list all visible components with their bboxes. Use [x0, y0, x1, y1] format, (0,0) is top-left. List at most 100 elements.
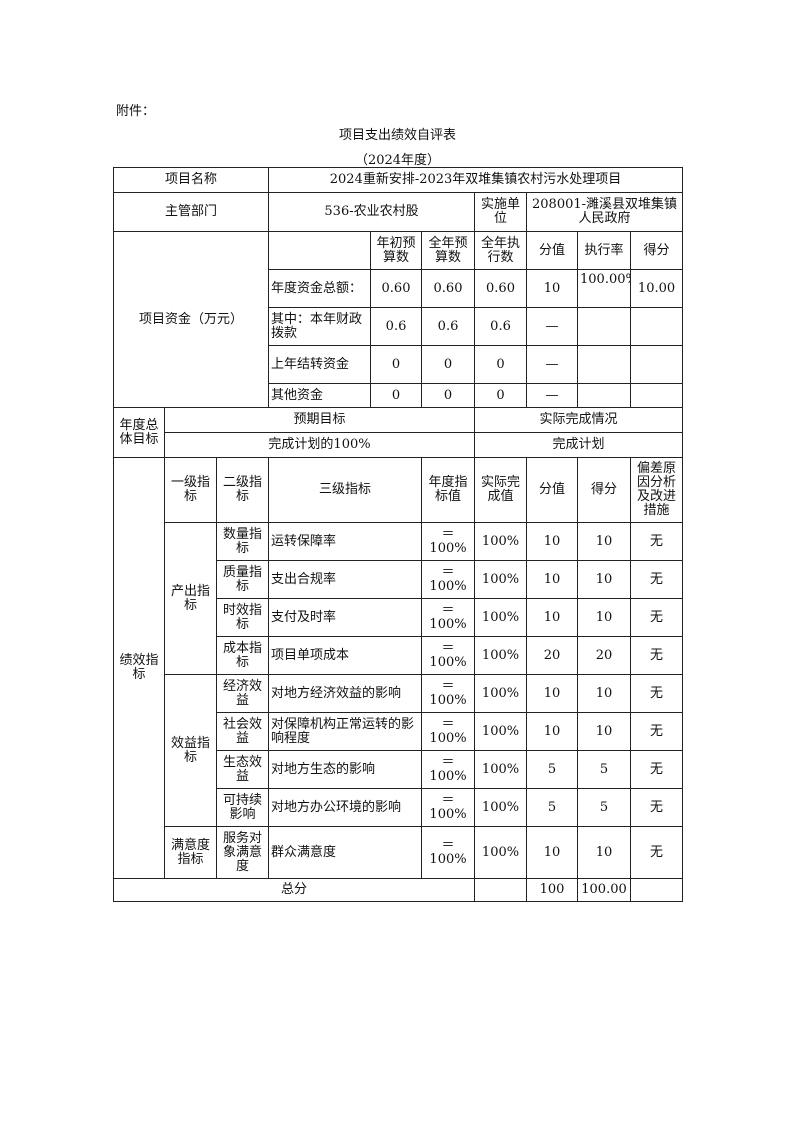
perf-got: 10	[577, 598, 632, 637]
funds-value	[577, 307, 632, 346]
funds-value	[577, 383, 632, 408]
perf-note: 无	[630, 598, 684, 637]
perf-actual: 100%	[474, 522, 528, 561]
perf-label: 绩效指标	[113, 457, 165, 879]
perf-level2: 生态效益	[215, 750, 270, 789]
funds-value	[577, 345, 632, 384]
perf-header: 年度指标值	[421, 457, 476, 523]
perf-level2: 社会效益	[215, 712, 270, 751]
perf-got: 10	[577, 712, 632, 751]
table-row: 产出指标 数量指标 运转保障率 ＝100% 100% 10 10 无	[114, 522, 684, 675]
funds-value: 0	[370, 345, 423, 384]
perf-header: 分值	[526, 457, 579, 523]
evaluation-table: 项目名称 2024重新安排-2023年双堆集镇农村污水处理项目 主管部门 536-农业…	[112, 167, 684, 902]
funds-row-label: 其中：本年财政拨款	[268, 307, 372, 346]
perf-level3: 支出合规率	[268, 560, 423, 599]
funds-row-label: 年度资金总额：	[268, 269, 372, 308]
goal-label: 年度总体目标	[113, 407, 165, 458]
funds-value: 0.6	[474, 307, 528, 346]
table-row: 质量指标 支出合规率 ＝100% 100% 10 10 无	[114, 560, 684, 599]
perf-level3: 运转保障率	[268, 522, 423, 561]
perf-score: 20	[526, 636, 579, 675]
perf-level3: 支付及时率	[268, 598, 423, 637]
perf-note: 无	[630, 788, 684, 827]
perf-level3: 对地方办公环境的影响	[268, 788, 423, 827]
funds-value: —	[526, 307, 579, 346]
funds-value: 0	[421, 345, 476, 384]
empty-cell	[474, 878, 528, 902]
table-row: 时效指标 支付及时率 ＝100% 100% 10 10 无	[114, 598, 684, 637]
perf-score: 5	[526, 750, 579, 789]
perf-score: 10	[526, 560, 579, 599]
total-score: 100	[526, 878, 579, 902]
perf-got: 10	[577, 674, 632, 713]
perf-note: 无	[630, 712, 684, 751]
funds-value: —	[526, 383, 579, 408]
perf-header: 一级指标	[164, 457, 217, 523]
perf-target: ＝100%	[421, 826, 476, 879]
total-got: 100.00	[577, 878, 632, 902]
perf-got: 20	[577, 636, 632, 675]
perf-got: 5	[577, 750, 632, 789]
attachment-label: 附件：	[116, 104, 156, 119]
perf-level3: 项目单项成本	[268, 636, 423, 675]
table-row: 绩效指标 一级指标 二级指标 三级指标 年度指标值 实际完成值 分值 得分 偏差原因分析及改进措…	[113, 457, 684, 879]
page-title: 项目支出绩效自评表	[338, 128, 456, 143]
unit-label: 实施单位	[474, 192, 528, 232]
table-row: 总分 100 100.00	[112, 878, 684, 902]
funds-value: 10.00	[630, 269, 684, 308]
total-label: 总分	[112, 878, 476, 902]
perf-score: 10	[526, 826, 579, 879]
perf-level3: 群众满意度	[268, 826, 423, 879]
perf-got: 10	[577, 522, 632, 561]
goal-actual-header: 实际完成情况	[474, 407, 684, 433]
perf-level2: 质量指标	[215, 560, 270, 599]
year-subtitle: （2024年度）	[354, 153, 441, 168]
perf-header: 偏差原因分析及改进措施	[630, 457, 684, 523]
table-row: 完成计划的100% 完成计划	[114, 432, 684, 458]
funds-value: 100.00%	[577, 269, 632, 308]
table-row: 可持续影响 对地方办公环境的影响 ＝100% 100% 5 5 无	[114, 788, 684, 827]
table-row: 成本指标 项目单项成本 ＝100% 100% 20 20 无	[114, 636, 684, 675]
perf-note: 无	[630, 636, 684, 675]
empty-cell	[268, 231, 372, 270]
perf-header: 得分	[577, 457, 632, 523]
perf-level2: 服务对象满意度	[215, 826, 270, 879]
perf-actual: 100%	[474, 788, 528, 827]
goal-expected: 完成计划的100%	[163, 432, 476, 458]
perf-level2: 可持续影响	[215, 788, 270, 827]
table-row: 主管部门 536-农业农村股 实施单位 208001-濉溪县双堆集镇人民政府	[112, 192, 684, 232]
empty-cell	[630, 878, 684, 902]
table-row: 年度总体目标 预期目标 实际完成情况	[113, 407, 684, 458]
funds-value: —	[526, 345, 579, 384]
funds-value	[630, 345, 684, 384]
perf-actual: 100%	[474, 826, 528, 879]
perf-group: 满意度指标	[164, 826, 217, 879]
perf-note: 无	[630, 560, 684, 599]
funds-header: 全年执行数	[474, 231, 528, 270]
table-row: 效益指标 经济效益 对地方经济效益的影响 ＝100% 100% 10 10 无	[114, 674, 684, 827]
perf-level3: 对地方生态的影响	[268, 750, 423, 789]
perf-target: ＝100%	[421, 560, 476, 599]
unit-value: 208001-濉溪县双堆集镇人民政府	[526, 192, 684, 232]
funds-value: 0.6	[421, 307, 476, 346]
funds-row-label: 上年结转资金	[268, 345, 372, 384]
perf-header: 实际完成值	[474, 457, 528, 523]
funds-value: 0.60	[421, 269, 476, 308]
perf-note: 无	[630, 750, 684, 789]
perf-score: 10	[526, 598, 579, 637]
funds-value	[630, 307, 684, 346]
perf-got: 5	[577, 788, 632, 827]
dept-value: 536-农业农村股	[268, 192, 476, 232]
perf-group: 产出指标	[164, 522, 217, 675]
funds-header: 全年预算数	[421, 231, 476, 270]
funds-value: 0	[370, 383, 423, 408]
funds-label: 项目资金（万元）	[112, 231, 270, 408]
perf-actual: 100%	[474, 674, 528, 713]
perf-note: 无	[630, 674, 684, 713]
perf-score: 10	[526, 674, 579, 713]
perf-actual: 100%	[474, 750, 528, 789]
perf-actual: 100%	[474, 636, 528, 675]
funds-header: 执行率	[577, 231, 632, 270]
